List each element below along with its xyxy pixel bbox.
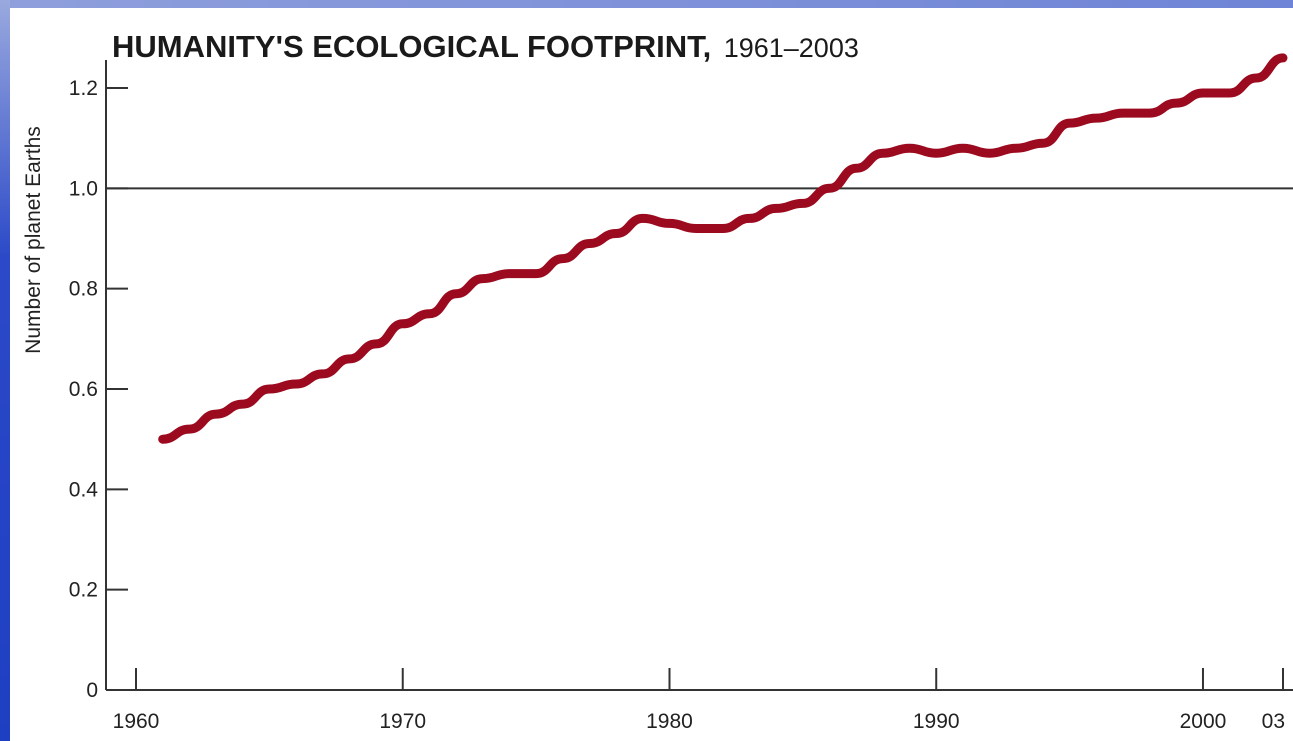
x-tick-label: 1990 xyxy=(913,710,960,733)
chart-title: HUMANITY'S ECOLOGICAL FOOTPRINT, 1961–20… xyxy=(112,29,859,64)
footprint-series-line xyxy=(158,53,1288,444)
x-tick-label: 2000 xyxy=(1180,710,1227,733)
x-tick-label: 1980 xyxy=(646,710,693,733)
chart-panel xyxy=(10,8,1293,741)
y-tick-label: 0 xyxy=(86,679,98,702)
x-tick-label: 1960 xyxy=(113,710,160,733)
chart-title-main: HUMANITY'S ECOLOGICAL FOOTPRINT, xyxy=(112,29,711,64)
x-tick-label: 03 xyxy=(1262,710,1285,733)
slide-left-border xyxy=(0,0,10,741)
y-tick-label: 1.0 xyxy=(69,177,98,200)
y-tick-label: 0.8 xyxy=(69,278,98,301)
y-axis-label: Number of planet Earths xyxy=(22,126,45,354)
series-group xyxy=(158,53,1288,444)
y-tick-label: 0.6 xyxy=(69,378,98,401)
x-tick-label: 1970 xyxy=(379,710,426,733)
y-tick-label: 1.2 xyxy=(69,77,98,100)
chart-axes: 0 0.2 0.4 0.6 0.8 1.0 1.2 1960 1970 1980 1990 2000 0… xyxy=(69,60,1293,733)
slide-top-border xyxy=(0,0,1293,8)
y-tick-label: 0.2 xyxy=(69,579,98,602)
chart-title-years: 1961–2003 xyxy=(724,33,859,63)
y-tick-label: 0.4 xyxy=(69,478,99,501)
